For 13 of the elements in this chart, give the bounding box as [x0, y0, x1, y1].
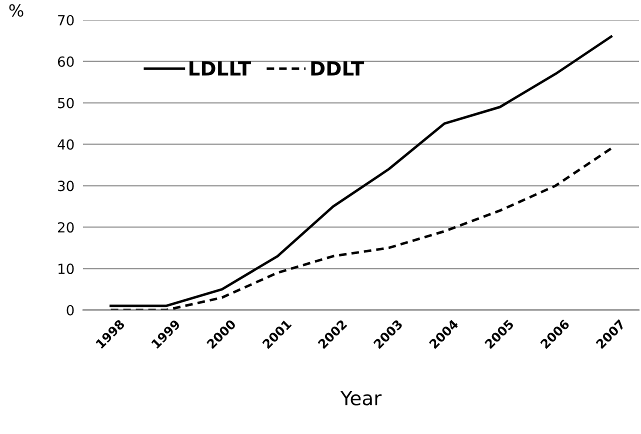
y-tick-label: 70 — [58, 14, 74, 26]
y-tick-label: 50 — [58, 98, 74, 108]
y-tick-label: 0 — [66, 304, 74, 316]
y-tick-label: 40 — [58, 139, 74, 150]
legend-label: DDLT — [311, 61, 364, 76]
line-series — [110, 35, 612, 308]
y-tick-label: 60 — [58, 56, 74, 67]
y-tick-label: 10 — [58, 264, 74, 274]
y-tick-label: 20 — [58, 222, 74, 233]
x-axis-title: Year — [340, 390, 382, 406]
legend-label: LDLLT — [190, 61, 252, 76]
y-axis-title: % — [9, 4, 24, 17]
y-tick-label: 30 — [58, 180, 74, 192]
